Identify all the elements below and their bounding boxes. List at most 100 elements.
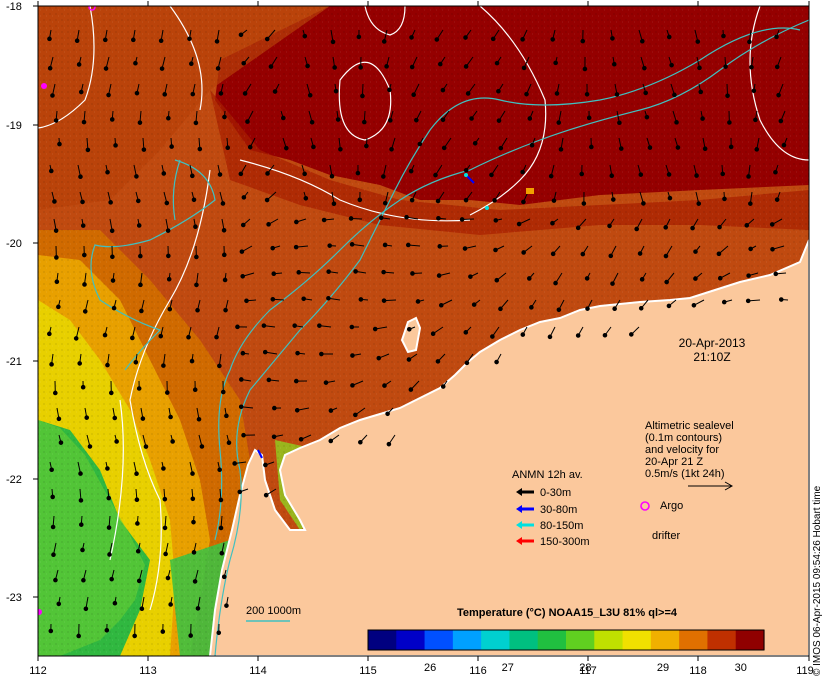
velocity-arrowhead xyxy=(489,172,494,178)
lon-label: 112 xyxy=(29,665,47,677)
velocity-arrowhead xyxy=(463,64,469,69)
velocity-arrowhead xyxy=(584,276,590,281)
velocity-arrowhead xyxy=(219,550,225,556)
velocity-arrowhead xyxy=(196,416,202,422)
velocity-arrowhead xyxy=(225,145,231,151)
velocity-arrowhead xyxy=(81,119,87,125)
velocity-arrowhead xyxy=(770,247,775,252)
velocity-arrowhead xyxy=(349,324,355,330)
velocity-arrowhead xyxy=(166,115,171,121)
velocity-arrowhead xyxy=(674,120,679,125)
velocity-arrowhead xyxy=(774,64,780,70)
colorbar-frame xyxy=(367,629,765,651)
anmn-item: 0-30m xyxy=(516,487,571,499)
velocity-arrowhead xyxy=(217,172,223,177)
velocity-arrowhead xyxy=(224,603,229,608)
velocity-arrowhead xyxy=(192,387,198,393)
velocity-arrowhead xyxy=(328,408,334,413)
velocity-arrowhead xyxy=(612,306,617,312)
velocity-arrowhead xyxy=(647,145,653,150)
velocity-arrowhead xyxy=(364,143,369,149)
velocity-arrowhead xyxy=(214,334,219,340)
velocity-arrowhead xyxy=(166,276,172,282)
colorbar-cell xyxy=(452,630,482,650)
colorbar-cell xyxy=(509,630,539,650)
velocity-arrowhead xyxy=(103,66,109,71)
velocity-arrowhead xyxy=(463,330,469,335)
lat-label: -18 xyxy=(6,1,22,13)
velocity-arrowhead xyxy=(244,298,249,304)
velocity-arrowhead xyxy=(747,39,752,45)
velocity-arrowhead xyxy=(188,633,193,638)
velocity-arrowhead xyxy=(106,495,112,501)
velocity-arrowhead xyxy=(638,172,644,177)
velocity-arrowhead xyxy=(693,276,698,281)
velocity-arrowhead xyxy=(617,120,622,126)
velocity-arrowhead xyxy=(193,120,199,126)
velocity-arrowhead xyxy=(629,332,634,337)
velocity-arrowhead xyxy=(271,271,277,277)
velocity-arrowhead xyxy=(441,145,447,151)
colorbar-cell xyxy=(707,630,737,650)
velocity-arrowhead xyxy=(52,199,57,204)
velocity-arrowhead xyxy=(224,413,229,419)
velocity-arrowhead xyxy=(436,273,442,278)
velocity-arrowhead xyxy=(271,434,277,440)
velocity-arrowhead xyxy=(221,252,227,258)
velocity-arrowhead xyxy=(338,146,343,152)
velocity-arrowhead xyxy=(57,141,62,147)
velocity-arrowhead xyxy=(302,171,307,177)
velocity-arrowhead xyxy=(551,198,557,203)
velocity-arrowhead xyxy=(721,299,727,305)
velocity-arrowhead xyxy=(241,432,246,438)
velocity-arrowhead xyxy=(746,174,751,179)
velocity-arrowhead xyxy=(664,279,669,285)
velocity-arrowhead xyxy=(490,334,495,339)
velocity-arrowhead xyxy=(666,172,672,177)
velocity-arrowhead xyxy=(521,65,527,71)
colorbar-tick-label: 28 xyxy=(579,662,591,674)
velocity-arrowhead xyxy=(298,436,304,442)
velocity-arrowhead xyxy=(667,195,673,201)
velocity-arrowhead xyxy=(493,218,499,223)
velocity-arrowhead xyxy=(50,93,55,98)
velocity-arrowhead xyxy=(77,361,83,366)
velocity-arrowhead xyxy=(218,91,224,96)
velocity-arrowhead xyxy=(141,147,147,152)
velocity-arrowhead xyxy=(135,548,141,554)
anmn-item: 150-300m xyxy=(516,536,590,548)
velocity-arrowhead xyxy=(639,277,645,282)
velocity-arrowhead xyxy=(161,363,166,368)
velocity-arrowhead xyxy=(50,494,55,500)
velocity-arrowhead xyxy=(133,60,138,66)
velocity-arrowhead xyxy=(387,87,392,93)
colorbar-cell xyxy=(481,630,511,650)
sealevel-contours xyxy=(38,6,809,611)
velocity-arrowhead xyxy=(48,628,54,634)
velocity-arrowhead xyxy=(329,173,335,179)
velocity-arrowhead xyxy=(558,147,564,152)
velocity-arrowhead xyxy=(48,168,54,174)
velocity-arrowhead xyxy=(135,521,140,526)
velocity-arrowhead xyxy=(550,220,555,226)
lon-label: 119 xyxy=(796,665,814,677)
velocity-arrowhead xyxy=(550,37,556,42)
velocity-arrowhead xyxy=(579,171,585,177)
velocity-arrowhead xyxy=(138,253,143,259)
velocity-arrowhead xyxy=(107,552,112,557)
velocity-arrowhead xyxy=(133,360,139,365)
velocity-arrowhead xyxy=(113,143,118,148)
map-field xyxy=(38,6,809,656)
lat-labels: -18 -19 -20 -21 -22 -23 xyxy=(6,1,22,604)
velocity-arrowhead xyxy=(637,251,643,256)
velocity-arrowhead xyxy=(609,173,615,179)
velocity-arrowhead xyxy=(238,404,244,410)
velocity-arrowhead xyxy=(404,214,409,220)
colorbar-cell xyxy=(594,630,624,650)
velocity-arrowhead xyxy=(105,466,110,471)
velocity-arrowhead xyxy=(50,524,56,530)
velocity-arrowhead xyxy=(778,297,784,302)
velocity-arrowhead xyxy=(74,38,80,43)
anmn-label: 80-150m xyxy=(540,520,583,532)
